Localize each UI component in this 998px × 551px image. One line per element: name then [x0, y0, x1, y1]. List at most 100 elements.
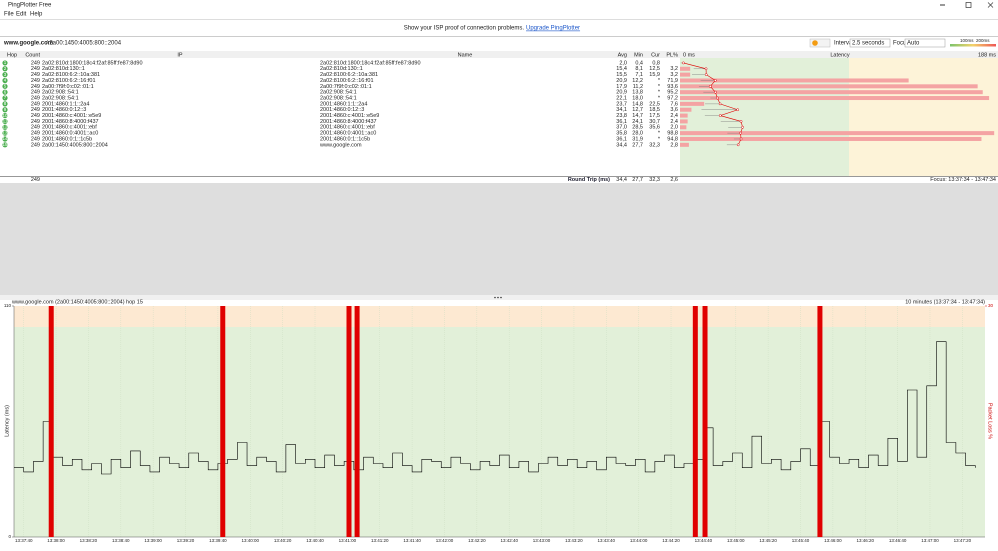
packet-loss-bar: [680, 136, 982, 141]
x-tick-label: 13:45:00: [727, 538, 745, 543]
ip-cell: 2001:4860:0:12::3: [42, 107, 86, 113]
name-cell: 2a02:908::54:1: [320, 90, 357, 96]
pl-cell: 2,0: [670, 125, 678, 131]
hop-badge: [2, 112, 8, 119]
count-cell: 249: [31, 66, 40, 72]
cur-cell: *: [658, 131, 661, 137]
x-tick-label: 13:47:20: [954, 538, 972, 543]
packet-loss-event: [346, 306, 352, 537]
menu-help[interactable]: Help: [30, 12, 43, 18]
cur-cell: 15,9: [649, 72, 660, 78]
footer-focus: Focus: 13:37:34 - 13:47:34: [930, 177, 996, 183]
maximize-button[interactable]: [965, 2, 972, 8]
name-cell: 2a02:810d:130::1: [320, 66, 363, 72]
column-header: Avg: [618, 52, 627, 58]
min-cell: 28,0: [632, 131, 643, 137]
column-header: IP: [177, 52, 183, 58]
avg-cell: 15,5: [616, 72, 627, 78]
hop-badge: [2, 130, 8, 136]
pl-cell: 2,4: [670, 119, 678, 125]
x-tick-label: 13:43:40: [598, 538, 616, 543]
hop-badge: [2, 142, 8, 148]
min-cell: 31,9: [632, 136, 643, 142]
hop-cell: 7: [4, 95, 7, 100]
hop-badge: [2, 95, 8, 101]
cur-cell: *: [658, 136, 661, 142]
avg-cell: 23,8: [616, 113, 627, 119]
pl-cell: 97,2: [667, 95, 678, 101]
avg-cell: 2,0: [619, 60, 627, 66]
hop-badge: [2, 101, 8, 107]
count-cell: 249: [31, 95, 40, 101]
x-tick-label: 13:39:40: [209, 538, 227, 543]
hop-cell: 10: [2, 113, 8, 118]
start-button[interactable]: [809, 38, 831, 48]
menu-file[interactable]: File: [4, 12, 14, 18]
count-cell: 249: [31, 136, 40, 142]
pl-cell: 3,6: [670, 107, 678, 113]
avg-latency-dot: [708, 84, 712, 88]
count-cell: 249: [31, 101, 40, 107]
hop-cell: 1: [4, 60, 7, 65]
avg-latency-dot: [736, 143, 740, 147]
hop-cell: 9: [4, 107, 7, 112]
ip-cell: 2001:4860:c:4001::ebf: [42, 125, 97, 131]
avg-latency-dot: [682, 61, 685, 65]
pl-cell: 2,8: [670, 142, 678, 148]
footer-count: 249: [31, 177, 40, 183]
x-tick-label: 13:45:40: [792, 538, 810, 543]
window-title: PingPlotter Free: [8, 3, 52, 9]
footer-cur: 32,3: [649, 177, 660, 183]
packet-loss-event: [692, 306, 698, 537]
name-cell: 2001:4860:0:12::3: [320, 107, 364, 113]
x-tick-label: 13:40:40: [306, 538, 324, 543]
avg-latency-dot: [704, 73, 708, 76]
cur-cell: 12,5: [649, 66, 660, 72]
hop-badge: [2, 107, 8, 113]
cur-cell: *: [658, 78, 661, 84]
name-cell: www.google.com: [319, 142, 362, 148]
hop-cell: 11: [3, 119, 8, 124]
packet-loss-bar: [680, 101, 705, 106]
legend-label: 100ms: [960, 38, 974, 43]
hop-badge: [2, 83, 8, 89]
count-cell: 249: [31, 113, 40, 119]
packet-loss-event: [48, 306, 54, 537]
hop-cell: 14: [2, 136, 8, 141]
ip-cell: 2a02:8100:6:2::10a:381: [42, 72, 100, 78]
packet-loss-bar: [680, 142, 689, 147]
target-host[interactable]: www.google.com: [3, 41, 53, 47]
x-tick-label: 13:42:00: [436, 538, 454, 543]
name-cell: 2001:4860:8:4000:f437: [320, 119, 377, 125]
chart-title: www.google.com (2a00:1450:4005:800::2004…: [11, 299, 143, 305]
interval-select[interactable]: [849, 38, 891, 48]
splitter-grip: [497, 296, 499, 299]
target-address: / 2a00:1450:4005:800::2004: [46, 41, 122, 47]
name-cell: 2a02:8100:6:2::10a:381: [320, 72, 378, 78]
hop-badge: [2, 66, 8, 72]
name-cell: 2001:4860:1:1::2a4: [320, 101, 367, 107]
ip-cell: 2001:4860:8:4000:f437: [42, 119, 99, 125]
close-button[interactable]: [987, 2, 994, 8]
hop-cell: 4: [4, 78, 7, 83]
latency-good-zone: [680, 58, 849, 176]
packet-loss-bar: [680, 125, 687, 130]
banner-link[interactable]: Upgrade PingPlotter: [526, 26, 580, 32]
hop-badge: [2, 77, 8, 84]
avg-cell: 20,9: [616, 78, 627, 84]
ip-cell: 2001:4860:1:1::2a4: [42, 101, 89, 107]
latency-min-label: 0 ms: [683, 52, 695, 58]
hop-cell: 5: [4, 84, 7, 89]
pl-cell: 95,2: [667, 90, 678, 96]
menu-edit[interactable]: Edit: [16, 12, 27, 18]
ip-cell: 2a02:908::54:1: [42, 95, 79, 101]
packet-loss-bar: [680, 131, 995, 136]
focus-select[interactable]: [904, 38, 946, 48]
x-tick-label: 13:37:40: [15, 538, 33, 543]
count-cell: 249: [31, 107, 40, 113]
ip-cell: 2a00:1450:4005:800::2004: [42, 142, 108, 148]
splitter[interactable]: [0, 295, 998, 300]
latency-warn-zone: [849, 58, 998, 176]
avg-cell: 34,1: [616, 107, 627, 113]
hop-cell: 13: [2, 130, 8, 135]
